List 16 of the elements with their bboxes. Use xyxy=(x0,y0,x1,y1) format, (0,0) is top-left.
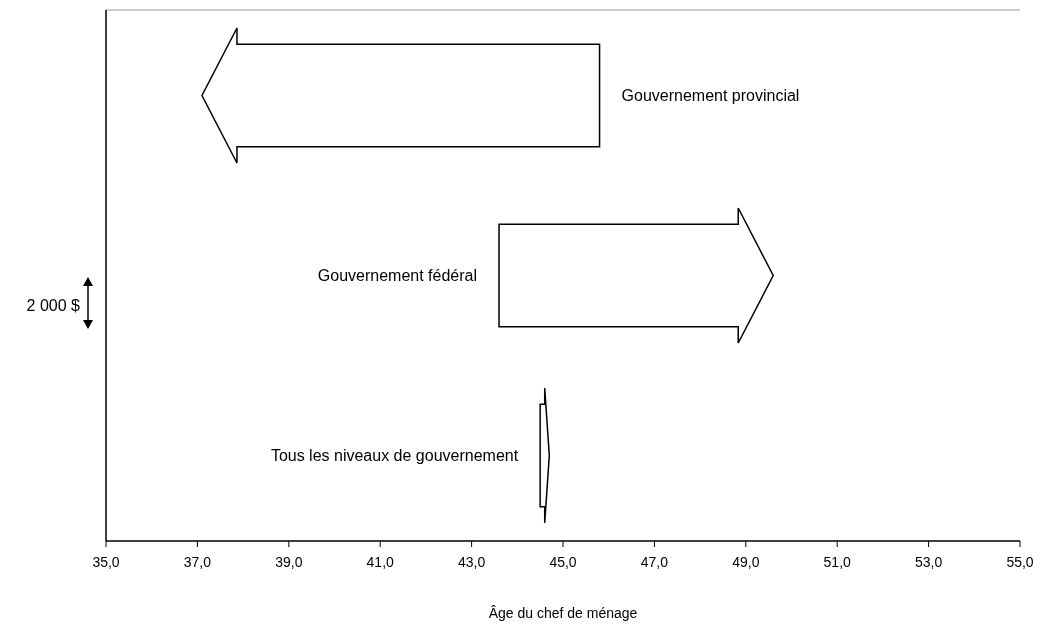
x-tick-label: 43,0 xyxy=(457,554,486,570)
x-tick-label: 37,0 xyxy=(183,554,212,570)
x-tick-label: 39,0 xyxy=(275,554,303,570)
text: 2 000 $ xyxy=(26,296,81,314)
x-tick-label: 49,0 xyxy=(732,554,760,570)
y-tick-label: Tous les niveaux de gouvernement xyxy=(270,447,519,465)
x-tick-label: 55,0 xyxy=(1006,554,1034,570)
x-tick-label: 45,0 xyxy=(549,554,577,570)
y-tick-label: Gouvernement provincial xyxy=(621,87,800,105)
x-tick-label: 53,0 xyxy=(914,554,943,570)
x-tick-label: 41,0 xyxy=(366,554,395,570)
y-tick-label: Gouvernement fédéral xyxy=(317,267,478,285)
x-tick-label: 35,0 xyxy=(92,554,120,570)
x-tick-label: 51,0 xyxy=(823,554,852,570)
x-tick-label: 47,0 xyxy=(640,554,669,570)
x-axis-title: Âge du chef de ménage xyxy=(488,605,638,621)
